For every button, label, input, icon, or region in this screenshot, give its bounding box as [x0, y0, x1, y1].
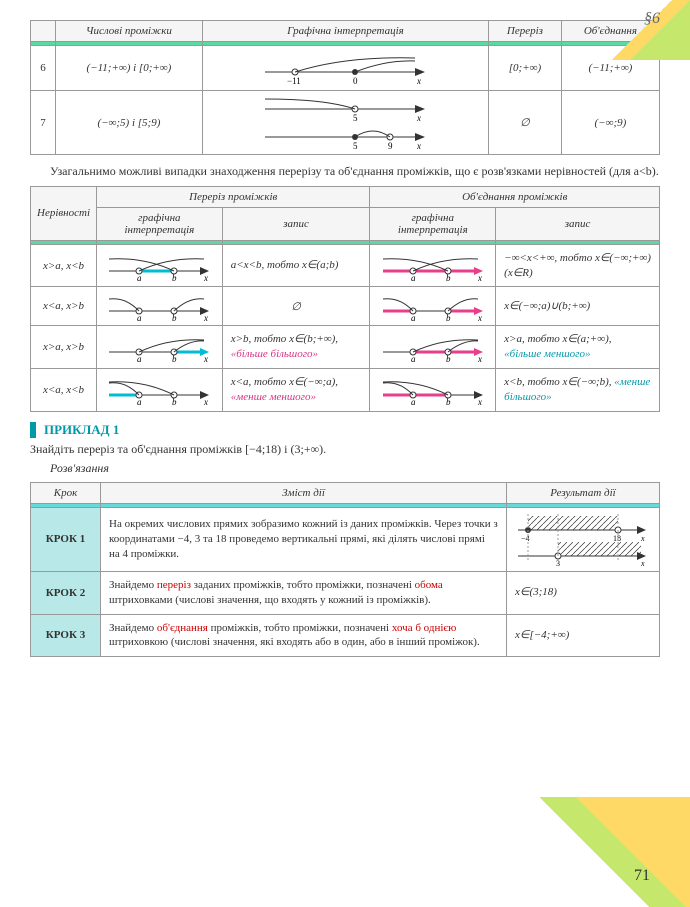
- interval-text: (−11;+∞) і [0;+∞): [56, 46, 203, 91]
- z2: x<b, тобто x∈(−∞;b), «менше більшого»: [496, 369, 660, 412]
- th-empty: [31, 21, 56, 42]
- svg-text:x: x: [203, 397, 208, 405]
- svg-text:5: 5: [353, 141, 358, 150]
- svg-text:a: a: [137, 354, 142, 362]
- step-text: Знайдемо переріз заданих проміжків, тобт…: [101, 571, 507, 614]
- table-steps: Крок Зміст дії Результат дії КРОК 1 На о…: [30, 482, 660, 657]
- svg-text:x: x: [640, 559, 645, 567]
- svg-text:x: x: [416, 76, 421, 86]
- svg-text:x: x: [477, 397, 482, 405]
- svg-text:3: 3: [556, 559, 560, 567]
- th-step: Крок: [31, 482, 101, 503]
- page-number: 71: [634, 867, 650, 885]
- graphic-cell: −11 0 x: [202, 46, 488, 91]
- svg-text:a: a: [411, 273, 416, 281]
- svg-text:x: x: [640, 534, 645, 543]
- th-pereriz-group: Переріз проміжків: [97, 186, 370, 207]
- table-intervals: Числові проміжки Графічна інтерпретація …: [30, 20, 660, 155]
- z1: a<x<b, тобто x∈(a;b): [222, 244, 370, 287]
- svg-text:b: b: [172, 313, 177, 321]
- step-text: На окремих числових прямих зобразимо кож…: [101, 507, 507, 571]
- th-sub: запис: [496, 207, 660, 240]
- svg-text:a: a: [411, 313, 416, 321]
- z1: ∅: [222, 287, 370, 326]
- example-title: ПРИКЛАД 1: [30, 422, 660, 438]
- th-pereriz: Переріз: [489, 21, 562, 42]
- svg-text:x: x: [477, 273, 482, 281]
- z1: x<a, тобто x∈(−∞;a), «менше меншого»: [222, 369, 370, 412]
- z2: x∈(−∞;a)∪(b;+∞): [496, 287, 660, 326]
- svg-text:b: b: [446, 354, 451, 362]
- svg-text:b: b: [446, 273, 451, 281]
- svg-text:b: b: [446, 397, 451, 405]
- th-sub: графічна інтерпретація: [370, 207, 496, 240]
- svg-text:a: a: [411, 397, 416, 405]
- z2: x>a, тобто x∈(a;+∞), «більше меншого»: [496, 326, 660, 369]
- example-task: Знайдіть переріз та об'єднання проміжків…: [30, 442, 660, 457]
- th-sub: запис: [222, 207, 370, 240]
- th-intervals: Числові проміжки: [56, 21, 203, 42]
- interval-text: (−∞;5) і [5;9): [56, 91, 203, 155]
- svg-text:x: x: [477, 354, 482, 362]
- z1: x>b, тобто x∈(b;+∞), «більше більшого»: [222, 326, 370, 369]
- row-num: 7: [31, 91, 56, 155]
- step-result: x∈[−4;+∞): [507, 614, 660, 657]
- table-inequalities: Нерівності Переріз проміжків Об'єднання …: [30, 186, 660, 412]
- pereriz-text: [0;+∞): [489, 46, 562, 91]
- svg-text:b: b: [172, 354, 177, 362]
- step-label: КРОК 3: [31, 614, 101, 657]
- ineq: x<a, x<b: [31, 369, 97, 412]
- svg-text:x: x: [203, 313, 208, 321]
- svg-text:x: x: [477, 313, 482, 321]
- step-label: КРОК 2: [31, 571, 101, 614]
- svg-text:a: a: [411, 354, 416, 362]
- th-graphic: Графічна інтерпретація: [202, 21, 488, 42]
- ineq: x<a, x>b: [31, 287, 97, 326]
- graphic-cell: 5 x 5 9 x: [202, 91, 488, 155]
- svg-text:9: 9: [388, 141, 393, 150]
- svg-text:b: b: [446, 313, 451, 321]
- svg-text:x: x: [203, 273, 208, 281]
- th-sub: графічна інтерпретація: [97, 207, 223, 240]
- svg-text:a: a: [137, 313, 142, 321]
- svg-text:b: b: [172, 397, 177, 405]
- section-number: §6: [644, 10, 660, 28]
- svg-text:x: x: [416, 141, 421, 150]
- ineq: x>a, x>b: [31, 326, 97, 369]
- step-result-diagram: −418x 3x: [507, 507, 660, 571]
- th-content: Зміст дії: [101, 482, 507, 503]
- svg-text:b: b: [172, 273, 177, 281]
- th-union-group: Об'єднання проміжків: [370, 186, 660, 207]
- pereriz-text: ∅: [489, 91, 562, 155]
- step-label: КРОК 1: [31, 507, 101, 571]
- th-ineq: Нерівності: [31, 186, 97, 240]
- svg-text:−11: −11: [287, 76, 301, 86]
- intro-text: Узагальнимо можливі випадки знаходження …: [30, 163, 660, 180]
- svg-text:5: 5: [353, 113, 358, 123]
- svg-text:a: a: [137, 273, 142, 281]
- svg-text:x: x: [203, 354, 208, 362]
- numberline-7: 5 x 5 9 x: [255, 95, 435, 150]
- step-text: Знайдемо об'єднання проміжків, тобто про…: [101, 614, 507, 657]
- svg-text:0: 0: [353, 76, 358, 86]
- z2: −∞<x<+∞, тобто x∈(−∞;+∞) (x∈R): [496, 244, 660, 287]
- ineq: x>a, x<b: [31, 244, 97, 287]
- svg-text:18: 18: [613, 534, 621, 543]
- union-text: (−∞;9): [561, 91, 659, 155]
- th-result: Результат дії: [507, 482, 660, 503]
- solving-label: Розв'язання: [30, 461, 660, 476]
- row-num: 6: [31, 46, 56, 91]
- numberline-6: −11 0 x: [255, 50, 435, 86]
- step-result: x∈(3;18): [507, 571, 660, 614]
- svg-text:a: a: [137, 397, 142, 405]
- svg-text:x: x: [416, 113, 421, 123]
